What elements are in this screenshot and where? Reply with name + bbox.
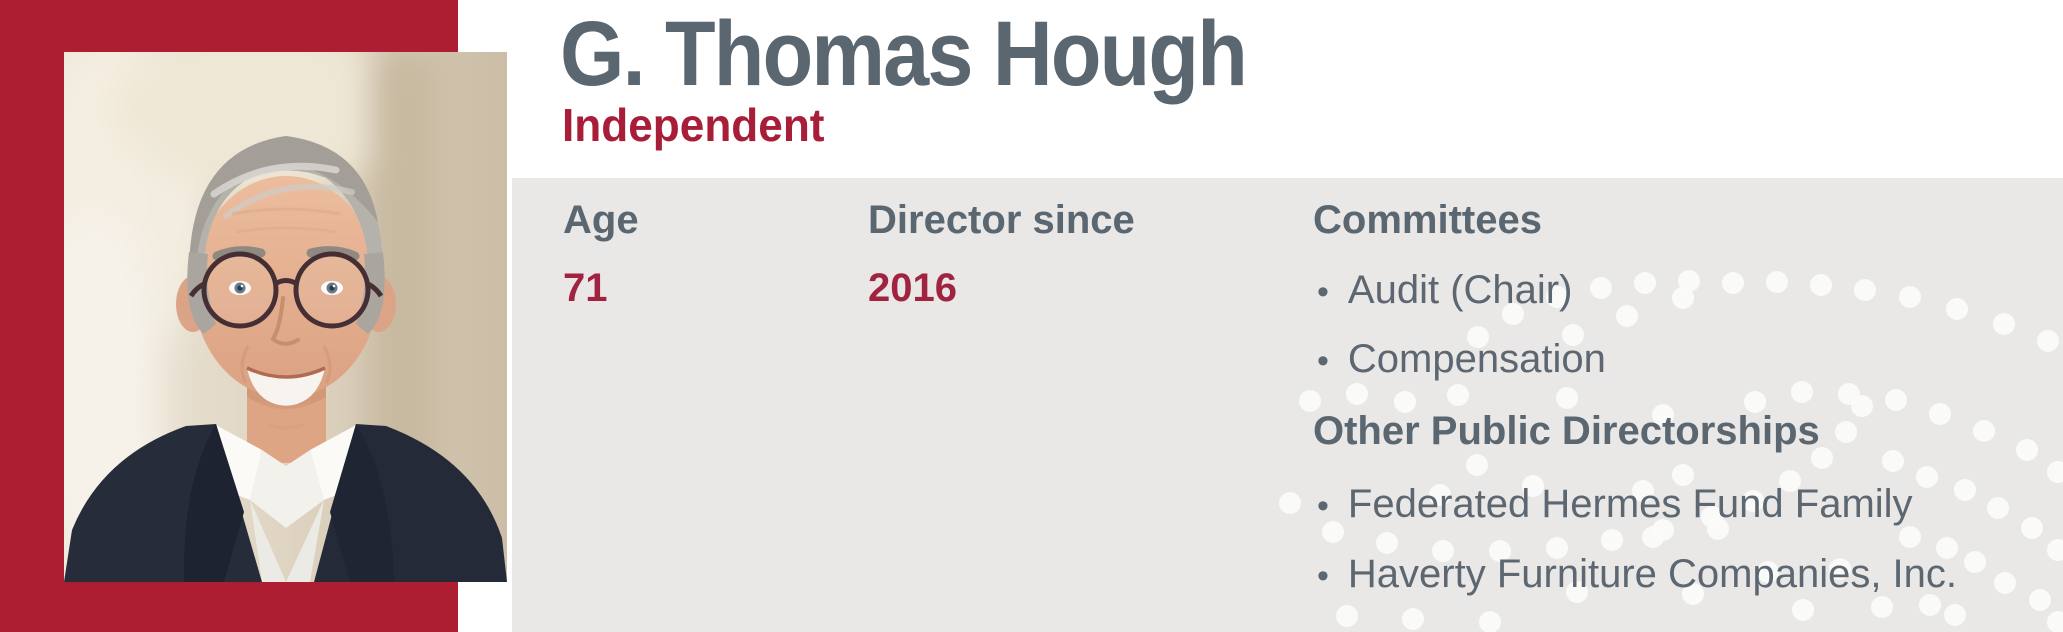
director-since-value: 2016 (868, 266, 957, 310)
directorship-item-label: Haverty Furniture Companies, Inc. (1347, 552, 1958, 596)
directorship-item: • Haverty Furniture Companies, Inc. (1317, 550, 1957, 598)
committee-item: • Audit (Chair) (1317, 266, 1572, 314)
directorship-item: • Federated Hermes Fund Family (1317, 480, 1913, 528)
other-directorships-heading: Other Public Directorships (1313, 409, 1820, 453)
director-since-label: Director since (868, 198, 1135, 242)
director-name-heading: G. Thomas Hough (560, 3, 1248, 105)
bullet-icon: • (1317, 342, 1329, 380)
age-label: Age (563, 198, 639, 242)
committee-item-label: Compensation (1347, 337, 1606, 381)
independence-status-label: Independent (562, 99, 825, 151)
portrait-illustration (64, 52, 507, 582)
committee-item: • Compensation (1317, 335, 1606, 383)
bullet-icon: • (1317, 487, 1329, 525)
details-panel (512, 178, 2063, 632)
age-value: 71 (563, 266, 608, 310)
bullet-icon: • (1317, 273, 1329, 311)
committee-item-label: Audit (Chair) (1347, 268, 1573, 312)
committees-heading: Committees (1313, 198, 1542, 242)
directorship-item-label: Federated Hermes Fund Family (1347, 482, 1913, 526)
director-photo (64, 52, 507, 582)
bullet-icon: • (1317, 557, 1329, 595)
